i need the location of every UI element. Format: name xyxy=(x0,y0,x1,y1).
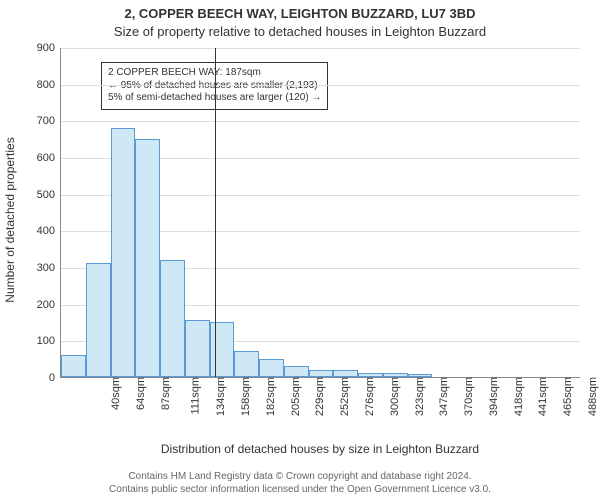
y-tick-label: 300 xyxy=(37,262,61,274)
x-tick-label: 347sqm xyxy=(434,377,450,416)
histogram-bar xyxy=(135,139,160,377)
chart-title-line1: 2, COPPER BEECH WAY, LEIGHTON BUZZARD, L… xyxy=(0,6,600,21)
x-tick-label: 182sqm xyxy=(261,377,277,416)
y-tick-label: 600 xyxy=(37,152,61,164)
grid-line xyxy=(61,48,580,49)
y-tick-label: 700 xyxy=(37,115,61,127)
x-tick-label: 40sqm xyxy=(106,377,122,410)
y-tick-label: 0 xyxy=(49,372,61,384)
x-tick-label: 134sqm xyxy=(212,377,228,416)
footer-line1: Contains HM Land Registry data © Crown c… xyxy=(0,470,600,483)
x-tick-label: 441sqm xyxy=(533,377,549,416)
histogram-bar xyxy=(358,373,383,377)
histogram-bar xyxy=(284,366,309,377)
histogram-bar xyxy=(185,320,210,377)
x-tick-label: 229sqm xyxy=(311,377,327,416)
histogram-bar xyxy=(61,355,86,377)
grid-line xyxy=(61,85,580,86)
x-tick-label: 465sqm xyxy=(558,377,574,416)
y-tick-label: 200 xyxy=(37,299,61,311)
x-tick-label: 488sqm xyxy=(583,377,599,416)
x-tick-label: 158sqm xyxy=(236,377,252,416)
x-tick-label: 252sqm xyxy=(335,377,351,416)
x-tick-label: 394sqm xyxy=(484,377,500,416)
histogram-bar xyxy=(160,260,185,377)
footer-line2: Contains public sector information licen… xyxy=(0,483,600,496)
histogram-bar xyxy=(309,370,334,377)
histogram-bar xyxy=(234,351,259,377)
x-tick-label: 64sqm xyxy=(131,377,147,410)
histogram-bar xyxy=(259,359,284,377)
x-tick-label: 205sqm xyxy=(286,377,302,416)
chart-title-line2: Size of property relative to detached ho… xyxy=(0,24,600,39)
x-tick-label: 87sqm xyxy=(156,377,172,410)
x-tick-label: 370sqm xyxy=(459,377,475,416)
x-tick-label: 323sqm xyxy=(410,377,426,416)
y-tick-label: 500 xyxy=(37,189,61,201)
x-tick-label: 300sqm xyxy=(385,377,401,416)
histogram-bar xyxy=(210,322,235,377)
x-tick-label: 111sqm xyxy=(185,377,201,415)
histogram-bar xyxy=(408,374,433,377)
x-tick-label: 276sqm xyxy=(360,377,376,416)
histogram-bar xyxy=(333,370,358,377)
x-tick-label: 418sqm xyxy=(509,377,525,416)
histogram-figure: 2, COPPER BEECH WAY, LEIGHTON BUZZARD, L… xyxy=(0,0,600,500)
grid-line xyxy=(61,121,580,122)
histogram-bar xyxy=(86,263,111,377)
histogram-bar xyxy=(111,128,136,377)
plot-area: 2 COPPER BEECH WAY: 187sqm ← 95% of deta… xyxy=(60,48,580,378)
reference-line xyxy=(215,48,216,377)
y-tick-label: 900 xyxy=(37,42,61,54)
footer-attribution: Contains HM Land Registry data © Crown c… xyxy=(0,470,600,496)
x-axis-label: Distribution of detached houses by size … xyxy=(60,442,580,456)
histogram-bar xyxy=(383,373,408,377)
y-tick-label: 800 xyxy=(37,79,61,91)
y-tick-label: 400 xyxy=(37,225,61,237)
y-tick-label: 100 xyxy=(37,335,61,347)
